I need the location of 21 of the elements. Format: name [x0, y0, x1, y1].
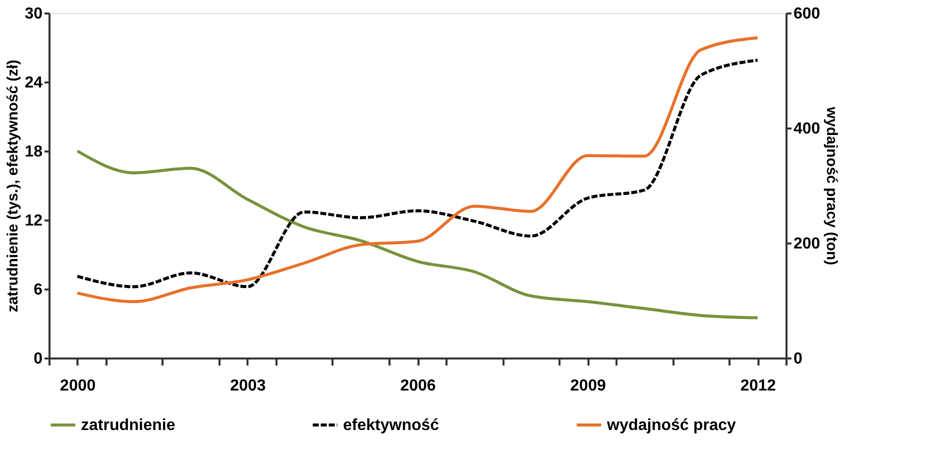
y2-axis-title: wydajność pracy (ton) [823, 106, 840, 266]
x-tick-label: 2009 [570, 378, 606, 394]
y-tick-label: 24 [24, 74, 43, 92]
y2-tick-label: 0 [794, 350, 802, 368]
y-tick-label: 18 [24, 144, 43, 160]
y2-tick-label: 600 [794, 6, 820, 22]
y-tick-label: 0 [34, 350, 43, 368]
legend-label: wydajność pracy [606, 417, 736, 434]
x-tick-label: 2003 [230, 378, 266, 394]
x-tick-label: 2012 [740, 378, 776, 394]
y-tick-label: 30 [24, 6, 43, 22]
y2-tick-label: 400 [794, 120, 820, 138]
y-axis-title: zatrudnienie (tys.), efektywność (zł) [4, 60, 22, 312]
y-tick-label: 12 [24, 212, 43, 230]
y2-tick-label: 200 [794, 236, 820, 252]
legend-label: zatrudnienie [81, 417, 176, 434]
x-tick-label: 2000 [60, 378, 96, 394]
legend-label: efektywność [343, 417, 440, 434]
y-tick-label: 6 [34, 282, 43, 298]
x-tick-label: 2006 [400, 378, 436, 394]
line-series [76, 150, 760, 320]
